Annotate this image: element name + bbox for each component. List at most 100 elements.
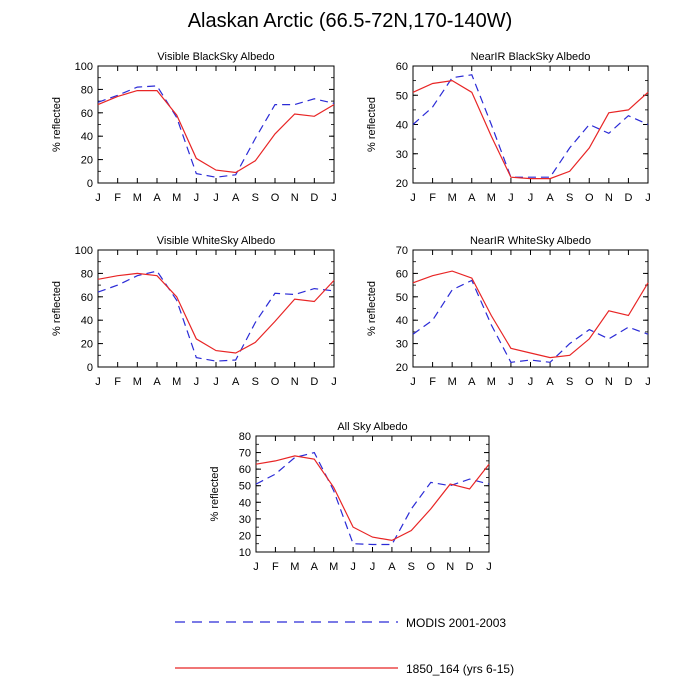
y-tick-label: 30 [396, 339, 408, 351]
y-tick-label: 80 [239, 431, 251, 443]
y-tick-label: 60 [396, 268, 408, 280]
y-tick-label: 80 [81, 84, 93, 96]
x-tick-label: J [194, 192, 200, 204]
series-line-modis [412, 74, 649, 178]
y-tick-label: 20 [396, 362, 408, 374]
x-tick-label: D [310, 192, 318, 204]
series-line-modis [97, 85, 335, 178]
y-tick-label: 40 [239, 497, 251, 509]
y-tick-label: 50 [396, 90, 408, 102]
x-tick-label: F [114, 192, 121, 204]
x-tick-label: M [172, 376, 181, 388]
plot-frame [97, 249, 335, 368]
x-tick-label: A [546, 192, 554, 204]
x-tick-label: M [172, 192, 181, 204]
x-tick-label: F [429, 376, 436, 388]
legend-label: 1850_164 (yrs 6-15) [406, 662, 514, 676]
x-tick-label: J [508, 376, 514, 388]
x-tick-label: J [194, 376, 200, 388]
x-tick-label: M [290, 561, 299, 573]
panel-title: NearIR WhiteSky Albedo [470, 235, 591, 247]
legend-item: 1850_164 (yrs 6-15) [175, 662, 514, 676]
series-line-modis [255, 451, 490, 546]
x-tick-label: J [95, 376, 101, 388]
x-tick-label: N [291, 192, 299, 204]
series-line-modis [97, 270, 335, 362]
y-tick-label: 60 [239, 464, 251, 476]
x-tick-label: N [446, 561, 454, 573]
series-line-model [412, 270, 649, 359]
x-tick-label: S [408, 561, 415, 573]
y-axis-label: % reflected [51, 281, 63, 336]
x-tick-label: A [468, 376, 476, 388]
x-tick-label: J [331, 376, 337, 388]
y-tick-label: 10 [239, 547, 251, 559]
x-tick-label: D [466, 561, 474, 573]
x-tick-label: N [291, 376, 299, 388]
y-tick-label: 70 [396, 245, 408, 257]
x-tick-label: O [271, 192, 280, 204]
x-tick-label: J [331, 192, 337, 204]
series-line-model [255, 455, 490, 542]
x-tick-label: J [253, 561, 259, 573]
x-tick-label: D [310, 376, 318, 388]
x-tick-label: M [133, 192, 142, 204]
x-tick-label: J [370, 561, 376, 573]
x-tick-label: J [213, 192, 219, 204]
y-tick-label: 50 [396, 292, 408, 304]
y-tick-label: 80 [81, 268, 93, 280]
x-tick-label: N [605, 376, 613, 388]
x-tick-label: J [410, 376, 416, 388]
x-tick-label: J [213, 376, 219, 388]
y-tick-label: 100 [75, 61, 93, 73]
legend-item: MODIS 2001-2003 [175, 616, 506, 630]
legend-label: MODIS 2001-2003 [406, 616, 506, 630]
y-tick-label: 20 [81, 339, 93, 351]
panel-title: NearIR BlackSky Albedo [471, 51, 591, 63]
plot-frame [255, 435, 490, 553]
x-tick-label: F [429, 192, 436, 204]
x-tick-label: J [645, 192, 651, 204]
y-tick-label: 30 [239, 514, 251, 526]
panel-title: All Sky Albedo [337, 421, 407, 433]
x-tick-label: D [624, 376, 632, 388]
x-tick-label: J [410, 192, 416, 204]
x-tick-label: M [329, 561, 338, 573]
y-tick-label: 20 [239, 530, 251, 542]
x-tick-label: J [528, 376, 534, 388]
x-tick-label: O [271, 376, 280, 388]
y-axis-label: % reflected [366, 97, 378, 152]
y-tick-label: 50 [239, 481, 251, 493]
x-tick-label: J [508, 192, 514, 204]
x-tick-label: A [311, 561, 319, 573]
y-tick-label: 20 [81, 155, 93, 167]
y-tick-label: 0 [87, 362, 93, 374]
x-tick-label: M [448, 376, 457, 388]
x-tick-label: D [624, 192, 632, 204]
y-tick-label: 40 [81, 315, 93, 327]
y-tick-label: 100 [75, 245, 93, 257]
y-tick-label: 20 [396, 178, 408, 190]
series-line-model [412, 79, 649, 180]
x-tick-label: J [645, 376, 651, 388]
page-title: Alaskan Arctic (66.5-72N,170-140W) [187, 10, 513, 32]
x-tick-label: F [272, 561, 279, 573]
x-tick-label: S [252, 376, 259, 388]
y-axis-label: % reflected [51, 97, 63, 152]
x-tick-label: A [388, 561, 396, 573]
x-tick-label: F [114, 376, 121, 388]
y-tick-label: 60 [81, 108, 93, 120]
x-tick-label: M [448, 192, 457, 204]
y-tick-label: 30 [396, 149, 408, 161]
x-tick-label: O [585, 376, 594, 388]
series-line-modis [412, 279, 649, 363]
y-tick-label: 40 [396, 120, 408, 132]
x-tick-label: A [232, 192, 240, 204]
plot-frame [412, 249, 649, 368]
y-axis-label: % reflected [209, 466, 221, 521]
y-tick-label: 70 [239, 448, 251, 460]
